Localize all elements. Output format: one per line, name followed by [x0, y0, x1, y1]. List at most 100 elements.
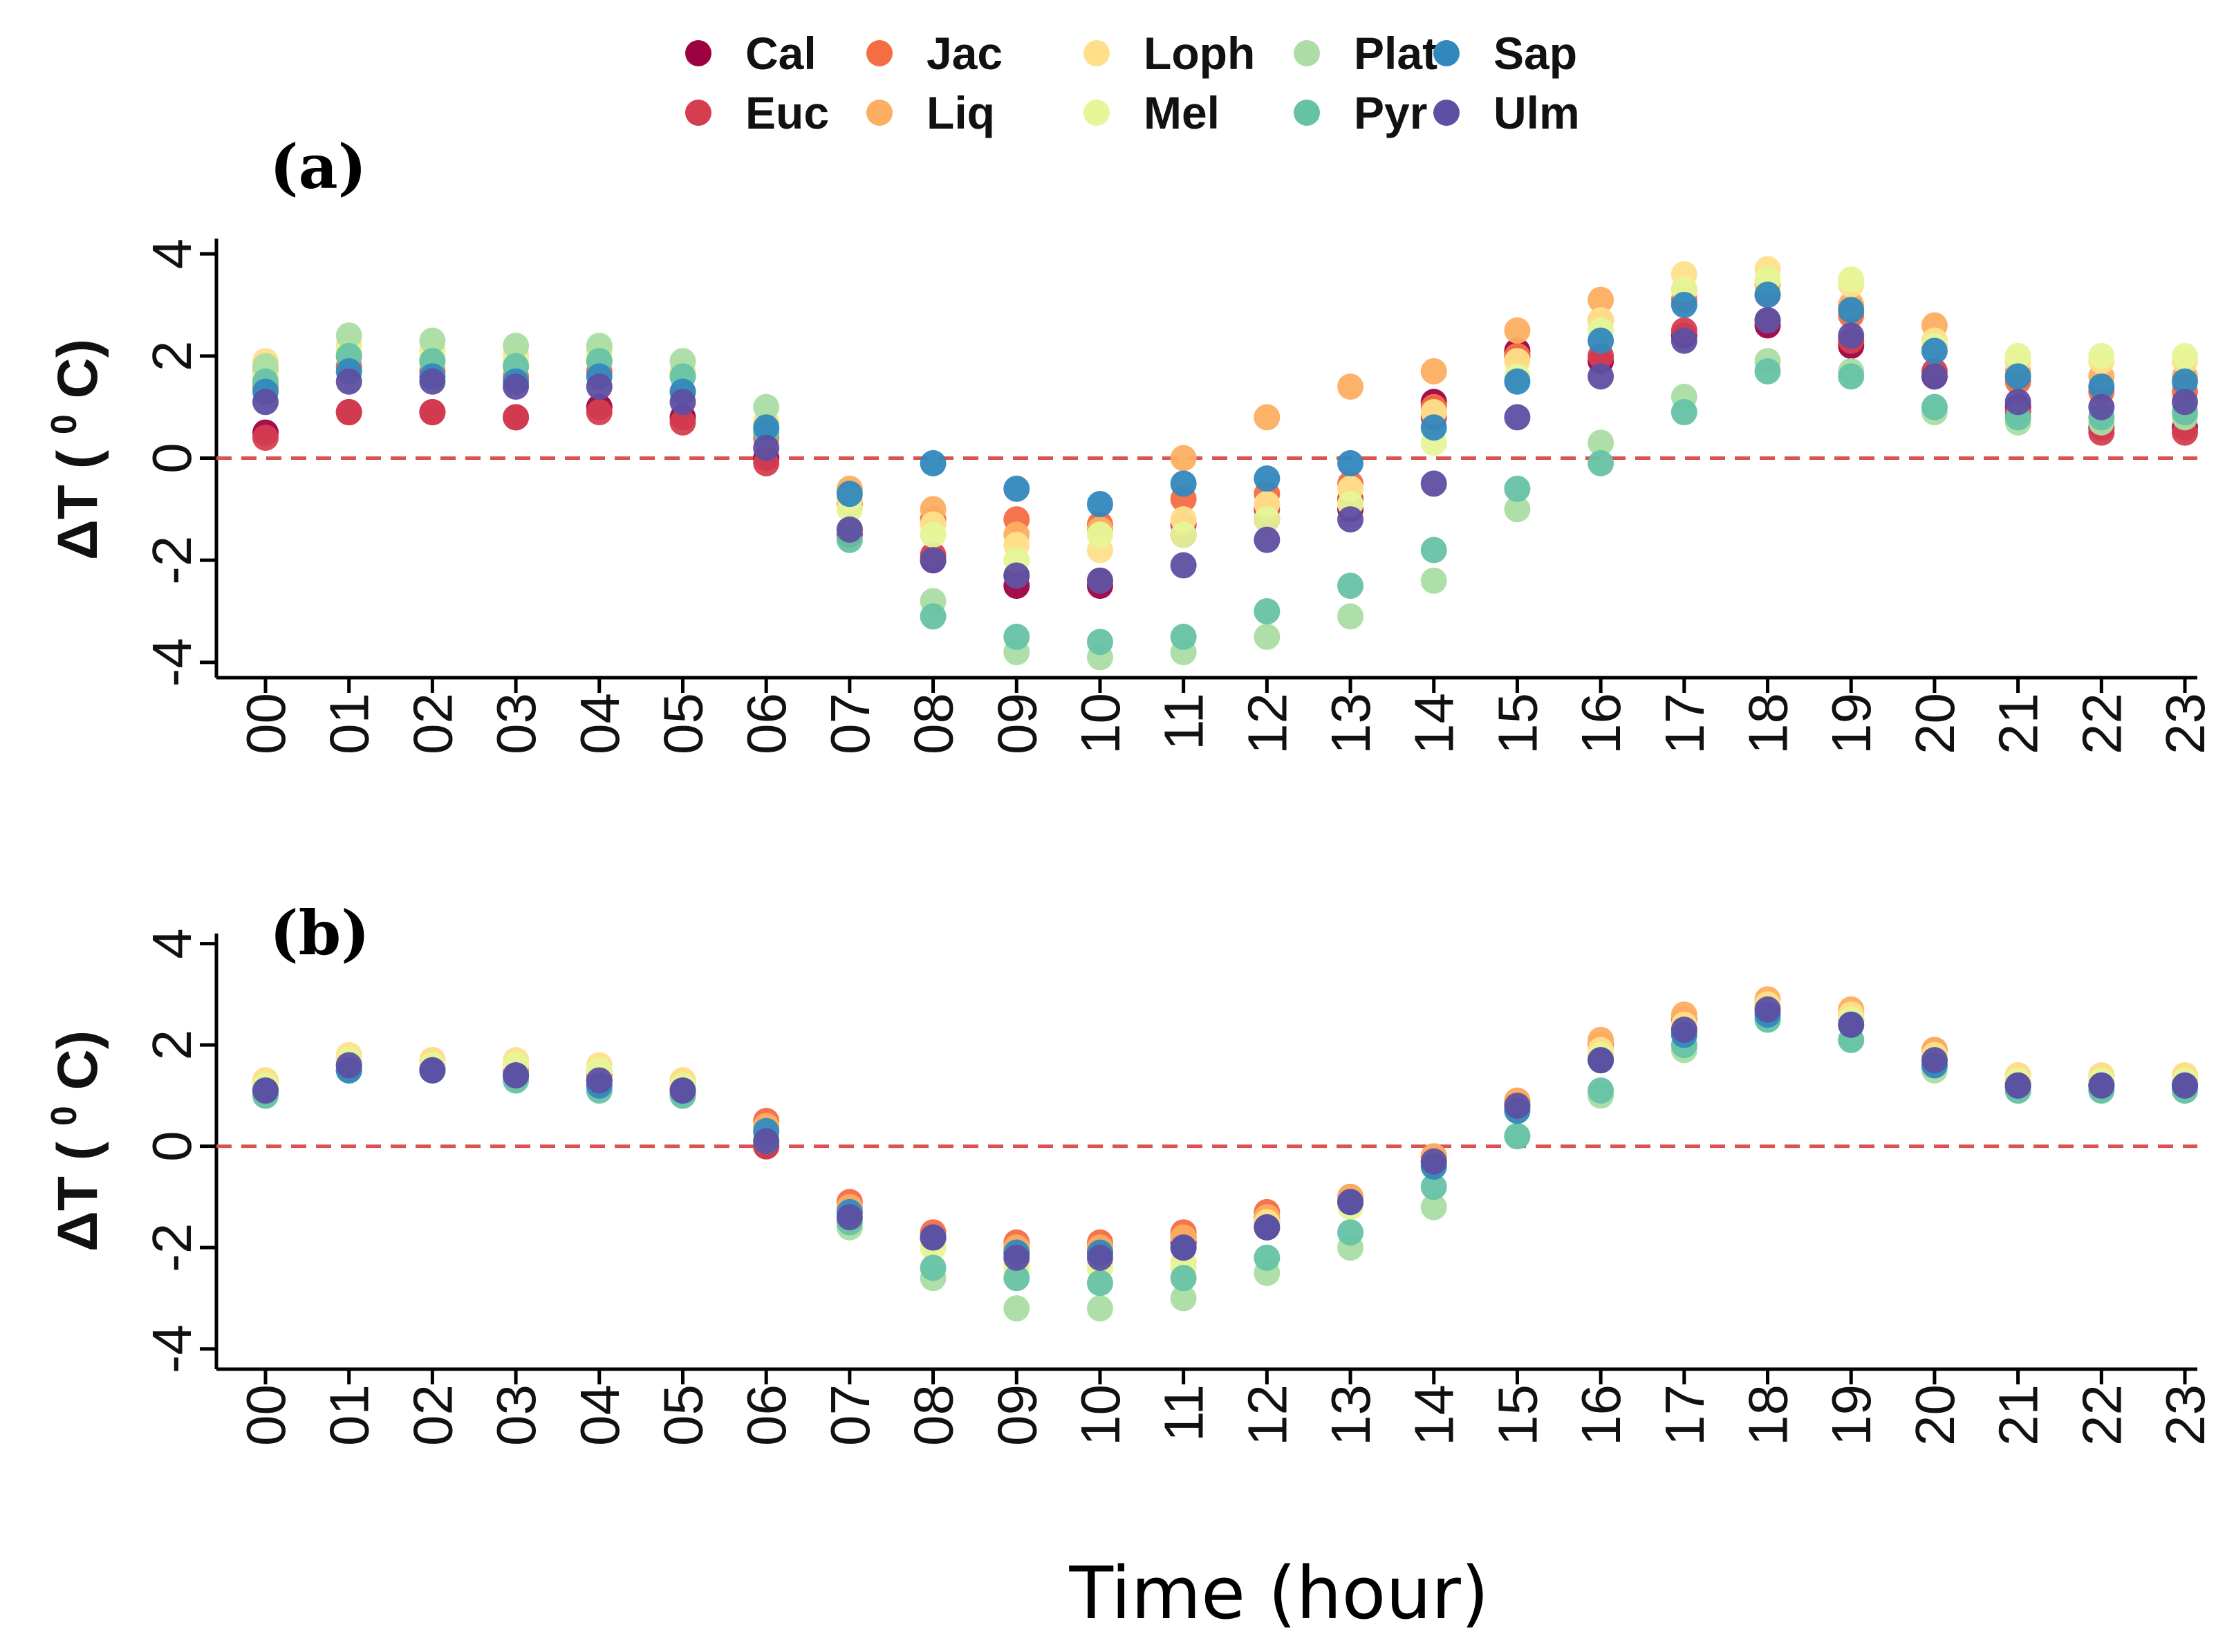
data-point [2172, 368, 2198, 395]
data-point [1420, 537, 1447, 564]
data-point [503, 1062, 530, 1089]
data-point [1170, 552, 1197, 579]
data-point [2172, 1072, 2198, 1099]
x-tick-label: 03 [485, 693, 547, 754]
y-axis-title-end: C) [46, 339, 109, 414]
data-point [2088, 373, 2115, 400]
y-axis-title-main: ΔT ( [46, 1126, 109, 1252]
data-point [1504, 475, 1531, 502]
x-tick-label: 14 [1404, 1384, 1465, 1446]
legend-swatch-pyr [1294, 100, 1320, 126]
x-tick-label: 15 [1487, 693, 1548, 754]
legend-swatch-jac [866, 40, 893, 66]
y-axis-title-superscript: 0 [44, 1106, 84, 1126]
y-axis-title: ΔT ( 0 C) [44, 339, 109, 560]
data-point [1254, 598, 1281, 625]
data-point [1588, 1077, 1614, 1104]
series-ulm [252, 307, 2198, 594]
data-point [753, 414, 780, 441]
data-point [419, 399, 446, 426]
x-axis-title: Time (hour) [1069, 1551, 1489, 1635]
data-point [2004, 389, 2031, 416]
y-axis-title-main: ΔT ( [46, 434, 109, 560]
data-point [1504, 368, 1531, 395]
data-point [1003, 1244, 1030, 1271]
data-point [1337, 1219, 1364, 1246]
data-point [669, 1077, 696, 1104]
y-tick-label: 4 [141, 239, 203, 270]
x-tick-label: 18 [1738, 1384, 1799, 1446]
data-point [920, 1254, 947, 1281]
x-tick-label: 19 [1821, 693, 1882, 754]
data-point [1086, 1295, 1113, 1322]
data-point [335, 322, 362, 349]
x-tick-label: 13 [1320, 1384, 1381, 1446]
x-tick-label: 05 [652, 693, 714, 754]
data-point [1670, 1017, 1697, 1043]
data-point [1254, 506, 1281, 533]
y-tick-label: -2 [141, 1223, 203, 1272]
data-point [335, 1052, 362, 1079]
legend-swatch-liq [866, 100, 893, 126]
data-point [1086, 490, 1113, 517]
data-point [753, 434, 780, 461]
data-point [1504, 1093, 1531, 1120]
legend-label: Plat [1354, 28, 1437, 79]
data-point [1754, 358, 1781, 384]
legend-item-cal: Cal [685, 28, 817, 79]
data-point [669, 389, 696, 416]
panel-label: (b) [270, 897, 370, 969]
data-point [1337, 603, 1364, 630]
x-tick-label: 01 [319, 1384, 380, 1446]
x-tick-label: 16 [1570, 693, 1632, 754]
data-point [2004, 342, 2031, 369]
data-point [1086, 567, 1113, 594]
data-points [252, 986, 2198, 1322]
x-tick-label: 22 [2071, 693, 2132, 754]
panel-label: (a) [270, 131, 366, 203]
y-tick-label: 0 [141, 1131, 203, 1162]
data-point [1003, 475, 1030, 502]
x-tick-label: 01 [319, 693, 380, 754]
data-point [252, 1077, 279, 1104]
data-point [503, 333, 530, 360]
data-point [1003, 1265, 1030, 1292]
data-point [1420, 1173, 1447, 1200]
x-tick-label: 06 [736, 693, 797, 754]
data-point [1170, 1285, 1197, 1312]
data-point [503, 373, 530, 400]
data-points [252, 256, 2198, 671]
x-tick-label: 11 [1153, 1384, 1215, 1442]
data-point [1420, 1194, 1447, 1221]
data-point [1003, 1295, 1030, 1322]
legend-label: Loph [1144, 28, 1255, 79]
data-point [1337, 573, 1364, 600]
legend-item-jac: Jac [866, 28, 1003, 79]
x-tick-label: 22 [2071, 1384, 2132, 1446]
data-point [1420, 567, 1447, 594]
x-tick-label: 09 [986, 693, 1048, 754]
data-point [1337, 449, 1364, 476]
legend-swatch-cal [685, 40, 711, 66]
data-point [1588, 327, 1614, 354]
x-tick-label: 14 [1404, 693, 1465, 754]
y-axis-title-end: C) [46, 1030, 109, 1106]
data-point [1086, 521, 1113, 548]
data-point [1170, 1265, 1197, 1292]
x-tick-label: 11 [1153, 693, 1215, 750]
legend-swatch-plat [1294, 40, 1320, 66]
data-point [1254, 1244, 1281, 1271]
data-point [669, 409, 696, 436]
legend-label: Mel [1144, 87, 1220, 138]
data-point [1003, 623, 1030, 650]
legend-swatch-loph [1083, 40, 1110, 66]
x-tick-label: 15 [1487, 1384, 1548, 1446]
data-point [1003, 562, 1030, 589]
series-ulm [252, 996, 2198, 1271]
data-point [1754, 281, 1781, 308]
data-point [1254, 465, 1281, 492]
data-point [1170, 1234, 1197, 1261]
x-tick-label: 05 [652, 1384, 714, 1446]
x-tick-label: 08 [903, 693, 965, 754]
